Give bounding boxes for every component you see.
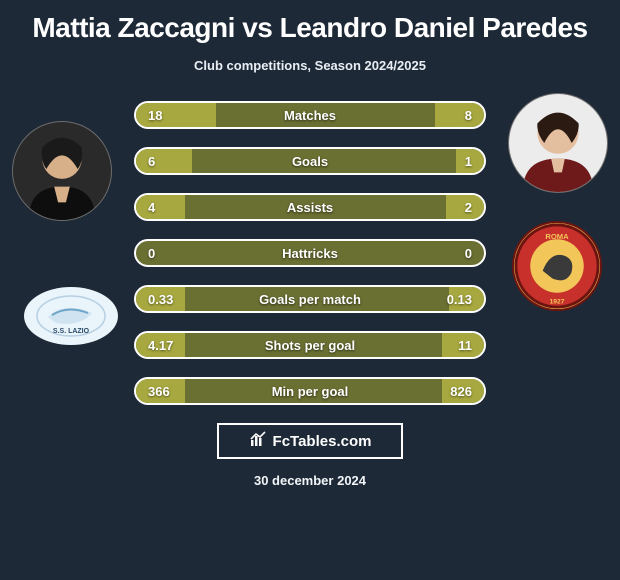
stat-label: Goals per match (136, 292, 484, 307)
date-label: 30 december 2024 (10, 473, 610, 488)
stat-row: 4.1711Shots per goal (134, 331, 486, 359)
svg-text:ROMA: ROMA (545, 232, 569, 241)
stat-row: 61Goals (134, 147, 486, 175)
subtitle: Club competitions, Season 2024/2025 (0, 58, 620, 73)
stat-row: 00Hattricks (134, 239, 486, 267)
club-right-badge: ROMA 1927 (512, 221, 602, 311)
player-right-avatar (508, 93, 608, 193)
player-left-avatar (12, 121, 112, 221)
stat-row: 366826Min per goal (134, 377, 486, 405)
stat-label: Hattricks (136, 246, 484, 261)
stat-row: 42Assists (134, 193, 486, 221)
content-area: S.S. LAZIO ROMA 1927 188Matches 61Goals 42… (0, 101, 620, 488)
brand-icon (249, 430, 267, 452)
svg-text:S.S. LAZIO: S.S. LAZIO (53, 328, 90, 335)
brand-box: FcTables.com (217, 423, 403, 459)
stat-label: Goals (136, 154, 484, 169)
brand-label: FcTables.com (273, 433, 372, 450)
svg-text:1927: 1927 (550, 298, 565, 305)
stat-label: Min per goal (136, 384, 484, 399)
page-title: Mattia Zaccagni vs Leandro Daniel Parede… (0, 0, 620, 48)
stat-row: 188Matches (134, 101, 486, 129)
stat-label: Matches (136, 108, 484, 123)
stat-bars: 188Matches 61Goals 42Assists 00Hattricks 0.3… (134, 101, 486, 405)
stat-row: 0.330.13Goals per match (134, 285, 486, 313)
club-left-badge: S.S. LAZIO (24, 287, 118, 345)
stat-label: Assists (136, 200, 484, 215)
stat-label: Shots per goal (136, 338, 484, 353)
